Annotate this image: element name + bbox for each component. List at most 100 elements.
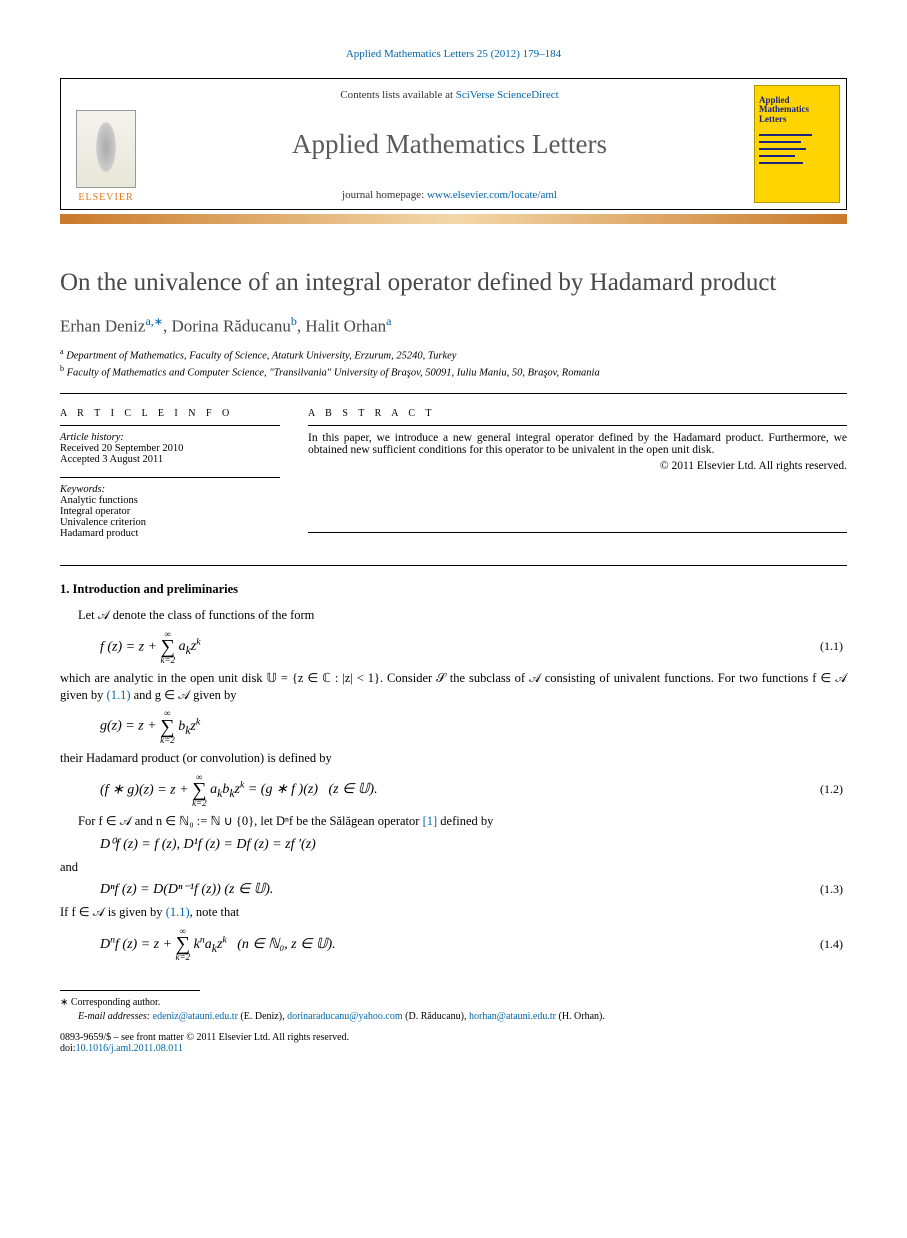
kw-2: Integral operator xyxy=(60,506,280,517)
keywords-label: Keywords: xyxy=(60,484,280,495)
email-3[interactable]: horhan@atauni.edu.tr xyxy=(469,1011,556,1022)
eq-1-2-no: (1.2) xyxy=(820,782,847,797)
para-4a: For f ∈ 𝒜 and n ∈ ℕ₀ := ℕ ∪ {0}, let Dⁿf… xyxy=(78,814,423,828)
elsevier-label: ELSEVIER xyxy=(78,192,133,203)
article-info-col: A R T I C L E I N F O Article history: R… xyxy=(60,408,280,551)
para-6: If f ∈ 𝒜 is given by (1.1), note that xyxy=(60,904,847,921)
homepage-link[interactable]: www.elsevier.com/locate/aml xyxy=(427,189,557,201)
eq-1-3-no: (1.3) xyxy=(820,882,847,897)
corresponding-footnote: ∗ Corresponding author. xyxy=(60,997,847,1008)
eq-d0-expr: D⁰f (z) = f (z), D¹f (z) = Df (z) = zf ′… xyxy=(60,836,847,853)
issn-line: 0893-9659/$ – see front matter © 2011 El… xyxy=(60,1032,847,1043)
author-3-aff[interactable]: a xyxy=(386,314,391,328)
cover-title-3: Letters xyxy=(759,115,835,124)
info-divider-1 xyxy=(60,425,280,426)
para-6b: , note that xyxy=(190,905,240,919)
affiliation-a: a Department of Mathematics, Faculty of … xyxy=(60,347,847,362)
citation-link[interactable]: Applied Mathematics Letters 25 (2012) 17… xyxy=(346,48,561,60)
keywords-block: Keywords: Analytic functions Integral op… xyxy=(60,484,280,539)
email-3-name: (H. Orhan). xyxy=(556,1011,605,1022)
doi-link[interactable]: 10.1016/j.aml.2011.08.011 xyxy=(76,1043,183,1054)
homepage-line: journal homepage: www.elsevier.com/locat… xyxy=(157,189,742,201)
abs-divider-1 xyxy=(308,425,847,426)
elsevier-tree-icon xyxy=(76,110,136,188)
corr-star: ∗ xyxy=(60,997,68,1008)
equation-g: g(z) = z + ∞∑k=2 bkzk xyxy=(60,709,847,743)
journal-cover-thumb: Applied Mathematics Letters xyxy=(754,85,840,203)
aff-b-text: Faculty of Mathematics and Computer Scie… xyxy=(67,368,600,379)
aff-a-text: Department of Mathematics, Faculty of Sc… xyxy=(66,350,456,361)
ref-1-1[interactable]: (1.1) xyxy=(107,688,131,702)
author-2-aff[interactable]: b xyxy=(291,314,297,328)
history-received: Received 20 September 2010 xyxy=(60,443,280,454)
para-6a: If f ∈ 𝒜 is given by xyxy=(60,905,166,919)
para-4: For f ∈ 𝒜 and n ∈ ℕ₀ := ℕ ∪ {0}, let Dⁿf… xyxy=(60,813,847,830)
para-2b: and g ∈ 𝒜 given by xyxy=(130,688,236,702)
doi-line: doi:10.1016/j.aml.2011.08.011 xyxy=(60,1043,847,1054)
author-1-aff[interactable]: a, xyxy=(145,314,153,328)
author-1-corr[interactable]: ∗ xyxy=(154,316,163,328)
abstract-copyright: © 2011 Elsevier Ltd. All rights reserved… xyxy=(308,460,847,472)
abstract-heading: A B S T R A C T xyxy=(308,408,847,419)
abstract-col: A B S T R A C T In this paper, we introd… xyxy=(308,408,847,551)
aff-b-sup: b xyxy=(60,364,64,373)
cover-thumb-wrap: Applied Mathematics Letters xyxy=(748,79,846,209)
affiliation-b: b Faculty of Mathematics and Computer Sc… xyxy=(60,364,847,379)
equation-1-4: Dnf (z) = z + ∞∑k=2 knakzk (n ∈ ℕ₀, z ∈ … xyxy=(60,927,847,961)
divider-2 xyxy=(60,565,847,566)
history-accepted: Accepted 3 August 2011 xyxy=(60,454,280,465)
para-4b: defined by xyxy=(437,814,493,828)
info-divider-2 xyxy=(60,477,280,478)
eq-g-expr: g(z) = z + ∞∑k=2 bkzk xyxy=(60,709,847,743)
aff-a-sup: a xyxy=(60,347,64,356)
cover-bars xyxy=(759,134,835,169)
eq-1-3-expr: Dⁿf (z) = D(Dⁿ⁻¹f (z)) (z ∈ 𝕌). xyxy=(60,881,820,898)
sciencedirect-link[interactable]: SciVerse ScienceDirect xyxy=(456,89,559,101)
equation-1-3: Dⁿf (z) = D(Dⁿ⁻¹f (z)) (z ∈ 𝕌). (1.3) xyxy=(60,881,847,898)
equation-1-1: f (z) = z + ∞∑k=2 akzk (1.1) xyxy=(60,630,847,664)
email-2-name: (D. Răducanu), xyxy=(403,1011,469,1022)
article-info-heading: A R T I C L E I N F O xyxy=(60,408,280,419)
corr-text: Corresponding author. xyxy=(71,997,160,1008)
eq-1-4-expr: Dnf (z) = z + ∞∑k=2 knakzk (n ∈ ℕ₀, z ∈ … xyxy=(60,927,820,961)
paper-title: On the univalence of an integral operato… xyxy=(60,268,847,298)
doi-label: doi: xyxy=(60,1043,76,1054)
authors-line: Erhan Deniza,∗, Dorina Răducanub, Halit … xyxy=(60,314,847,337)
gradient-bar xyxy=(60,214,847,224)
history-label: Article history: xyxy=(60,432,280,443)
kw-4: Hadamard product xyxy=(60,528,280,539)
eq-1-2-expr: (f ∗ g)(z) = z + ∞∑k=2 akbkzk = (g ∗ f )… xyxy=(60,773,820,807)
author-2: Dorina Răducanu xyxy=(171,317,290,336)
abstract-text: In this paper, we introduce a new genera… xyxy=(308,432,847,456)
section-1-heading: 1. Introduction and preliminaries xyxy=(60,582,847,597)
masthead-center: Contents lists available at SciVerse Sci… xyxy=(151,79,748,209)
publisher-block: ELSEVIER xyxy=(61,79,151,209)
equation-1-2: (f ∗ g)(z) = z + ∞∑k=2 akbkzk = (g ∗ f )… xyxy=(60,773,847,807)
ref-1-1-b[interactable]: (1.1) xyxy=(166,905,190,919)
para-5: and xyxy=(60,859,847,876)
author-1: Erhan Deniz xyxy=(60,317,145,336)
ref-cite-1[interactable]: [1] xyxy=(423,814,438,828)
equation-d0: D⁰f (z) = f (z), D¹f (z) = Df (z) = zf ′… xyxy=(60,836,847,853)
kw-3: Univalence criterion xyxy=(60,517,280,528)
email-1-name: (E. Deniz), xyxy=(238,1011,287,1022)
homepage-prefix: journal homepage: xyxy=(342,189,427,201)
footnote-separator xyxy=(60,990,200,991)
para-3: their Hadamard product (or convolution) … xyxy=(60,750,847,767)
contents-line: Contents lists available at SciVerse Sci… xyxy=(157,89,742,101)
abs-divider-2 xyxy=(308,532,847,533)
history-block: Article history: Received 20 September 2… xyxy=(60,432,280,465)
journal-name: Applied Mathematics Letters xyxy=(157,129,742,160)
eq-1-4-no: (1.4) xyxy=(820,937,847,952)
top-citation: Applied Mathematics Letters 25 (2012) 17… xyxy=(60,48,847,60)
email-2[interactable]: dorinaraducanu@yahoo.com xyxy=(287,1011,403,1022)
kw-1: Analytic functions xyxy=(60,495,280,506)
para-1: Let 𝒜 denote the class of functions of t… xyxy=(60,607,847,624)
author-3: Halit Orhan xyxy=(305,317,386,336)
email-footnote: E-mail addresses: edeniz@atauni.edu.tr (… xyxy=(60,1011,847,1022)
eq-1-1-no: (1.1) xyxy=(820,639,847,654)
divider xyxy=(60,393,847,394)
email-label: E-mail addresses: xyxy=(78,1011,150,1022)
email-1[interactable]: edeniz@atauni.edu.tr xyxy=(153,1011,238,1022)
masthead: ELSEVIER Contents lists available at Sci… xyxy=(60,78,847,210)
